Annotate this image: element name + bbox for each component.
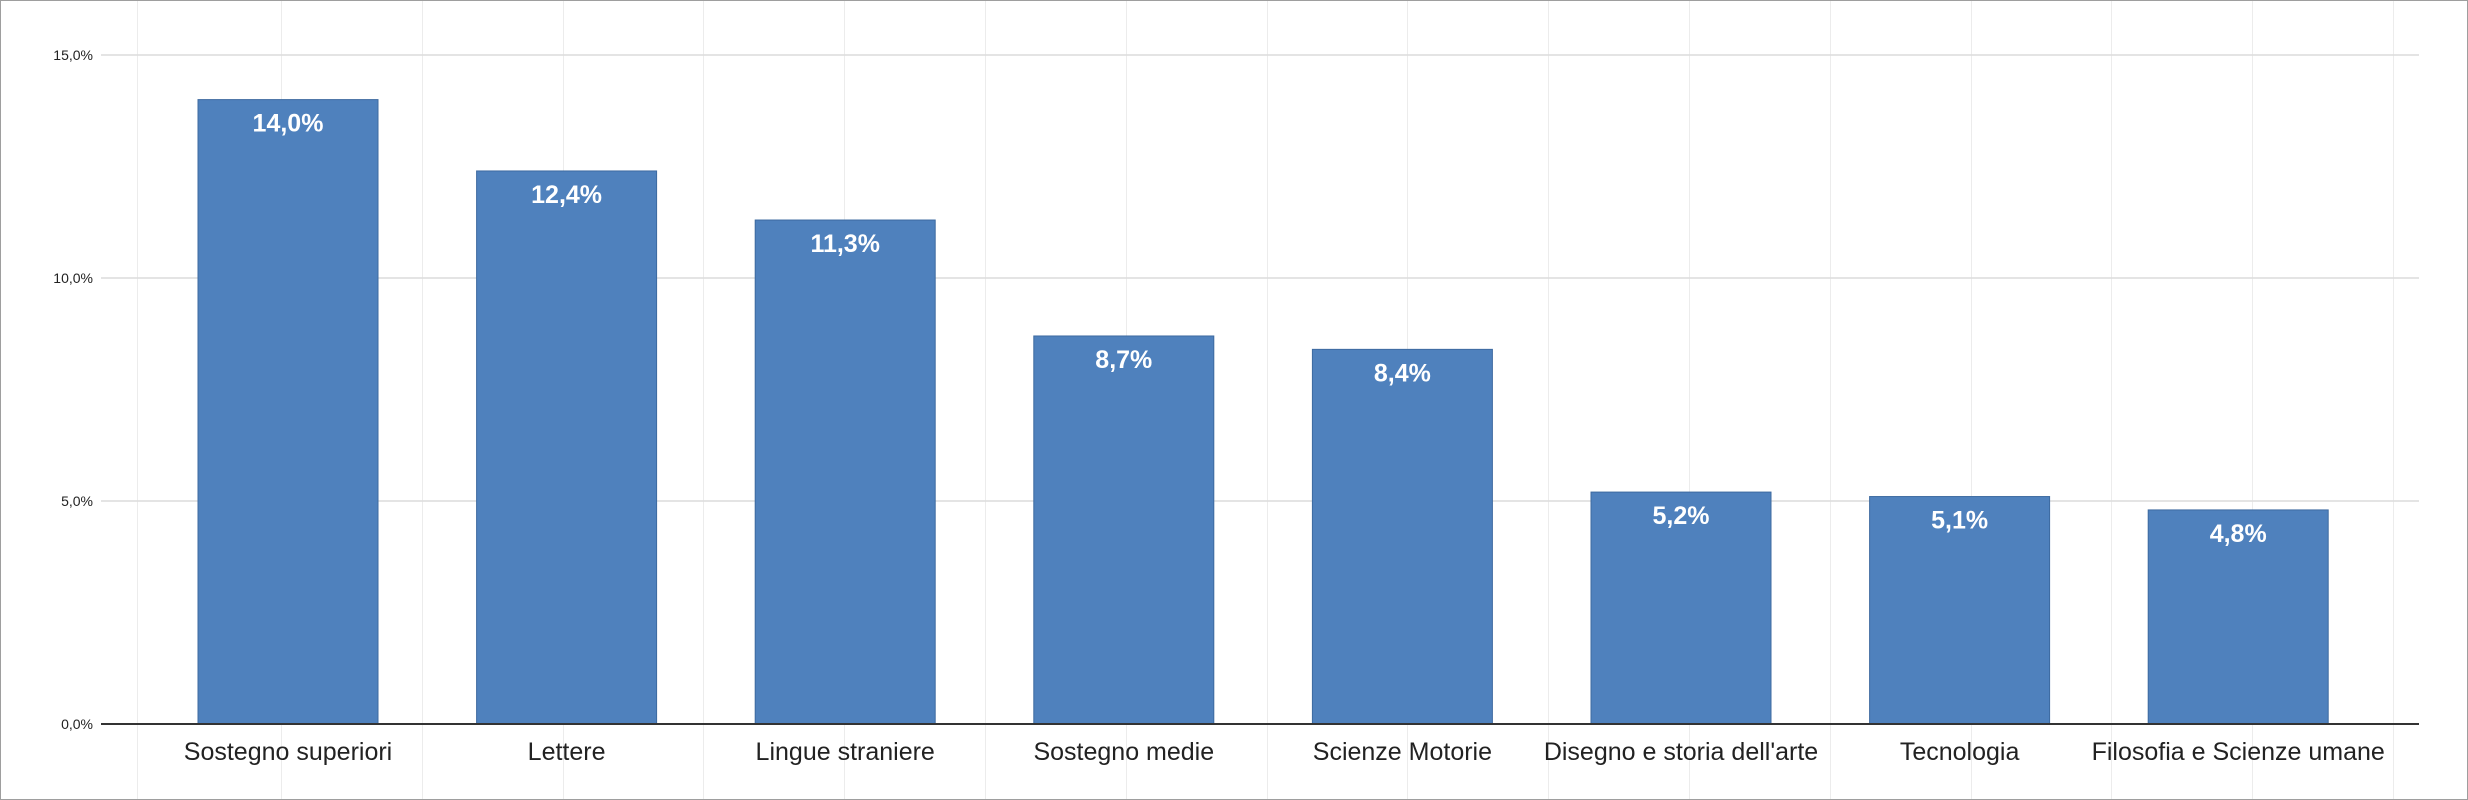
sheet-column-line [1548, 1, 1550, 799]
bar-data-label: 12,4% [531, 181, 602, 209]
labels: 0,0% 5,0% 10,0% 15,0% 14,0% Sostegno superior… [53, 47, 2385, 766]
bar-data-label: 14,0% [253, 110, 324, 138]
sheet-column-line [421, 1, 423, 799]
y-tick-label: 15,0% [53, 47, 93, 63]
sheet-column-line [1266, 1, 1268, 799]
bars [197, 99, 2329, 725]
gridlines [101, 54, 2419, 502]
sheet-column-line [1970, 1, 1972, 799]
sheet-column-line [2111, 1, 2113, 799]
bar [2147, 509, 2329, 725]
bar-data-label: 4,8% [2210, 520, 2267, 548]
sheet-column-line [137, 1, 138, 799]
x-category-label: Sostegno superiori [184, 738, 392, 766]
x-category-label: Filosofia e Scienze umane [2092, 738, 2385, 766]
bar-data-label: 5,2% [1653, 502, 1710, 530]
bar [1033, 335, 1215, 725]
x-category-label: Disegno e storia dell'arte [1544, 738, 1818, 766]
bar [1590, 491, 1772, 725]
bar [1869, 496, 2051, 725]
bar-data-label: 8,7% [1095, 346, 1152, 374]
x-category-label: Scienze Motorie [1313, 738, 1492, 766]
bar-data-label: 8,4% [1374, 359, 1431, 387]
x-category-label: Lettere [528, 738, 606, 766]
sheet-column-line [985, 1, 986, 799]
bar [754, 219, 936, 725]
sheet-column-line [2393, 1, 2394, 799]
bar-data-label: 5,1% [1931, 507, 1988, 535]
bar [476, 170, 658, 725]
y-tick-label: 5,0% [61, 493, 93, 509]
x-category-label: Tecnologia [1900, 738, 2020, 766]
y-tick-label: 10,0% [53, 270, 93, 286]
sheet-column-line [1829, 1, 1831, 799]
sheet-column-line [2252, 1, 2254, 799]
bar [197, 99, 379, 725]
x-category-label: Sostegno medie [1033, 738, 1214, 766]
sheet-column-line [703, 1, 705, 799]
y-tick-label: 0,0% [61, 716, 93, 732]
sheet-column-line [1689, 1, 1690, 799]
bar-data-label: 11,3% [810, 230, 880, 258]
x-category-label: Lingue straniere [756, 738, 935, 766]
bar [1311, 348, 1493, 725]
